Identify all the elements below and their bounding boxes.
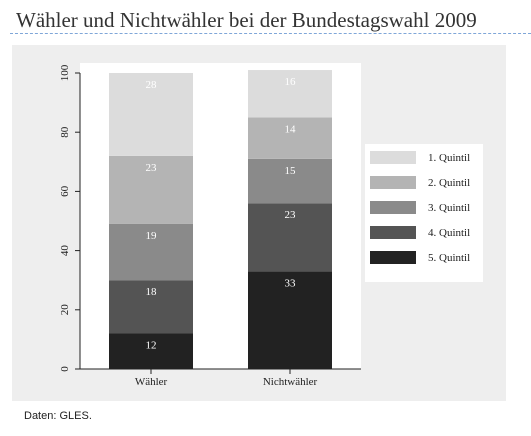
- legend-label: 1. Quintil: [428, 152, 470, 164]
- bar-value-label: 16: [285, 76, 297, 88]
- bar-segment: [248, 203, 332, 272]
- bar-value-label: 28: [146, 79, 158, 91]
- y-tick-label: 40: [59, 245, 71, 257]
- legend-swatch: [370, 251, 416, 264]
- y-tick-label: 60: [59, 185, 71, 197]
- bar-segment: [109, 73, 193, 156]
- bar-value-label: 23: [285, 209, 297, 221]
- bar-value-label: 23: [146, 162, 158, 174]
- bar-segment: [248, 117, 332, 159]
- bar-value-label: 12: [146, 339, 157, 351]
- bar-value-label: 15: [285, 165, 297, 177]
- source-note: Daten: GLES.: [24, 410, 92, 422]
- legend-label: 2. Quintil: [428, 177, 470, 189]
- y-axis-ticks: 0 20 40 60 80 100: [59, 64, 80, 372]
- bar-value-label: 14: [285, 123, 297, 135]
- bar-value-label: 19: [146, 230, 158, 242]
- legend-swatch: [370, 226, 416, 239]
- legend-swatch: [370, 201, 416, 214]
- bar-value-label: 18: [146, 286, 158, 298]
- bar-segment: [248, 271, 332, 369]
- legend-swatch: [370, 151, 416, 164]
- legend-label: 5. Quintil: [428, 252, 470, 264]
- y-tick-label: 0: [59, 366, 71, 372]
- bar-segment: [109, 333, 193, 369]
- bar-segment: [109, 280, 193, 334]
- legend-label: 4. Quintil: [428, 227, 470, 239]
- bar-segment: [248, 158, 332, 204]
- bar-value-label: 33: [285, 277, 297, 289]
- legend: 1. Quintil 2. Quintil 3. Quintil 4. Quintil…: [370, 151, 470, 264]
- bar-segments: 12 18 19 23 28 33 23 15 14 16: [109, 70, 332, 369]
- title-divider: [10, 33, 531, 34]
- legend-label: 3. Quintil: [428, 202, 470, 214]
- y-tick-label: 80: [59, 126, 71, 138]
- bar-segment: [109, 223, 193, 281]
- x-tick-label: Wähler: [135, 376, 168, 388]
- y-tick-label: 100: [59, 64, 71, 81]
- y-tick-label: 20: [59, 304, 71, 316]
- bar-segment: [109, 155, 193, 224]
- page-title: Wähler und Nichtwähler bei der Bundestag…: [16, 8, 477, 32]
- x-tick-label: Nichtwähler: [263, 376, 318, 388]
- x-axis-ticks: Wähler Nichtwähler: [135, 369, 318, 388]
- bar-segment: [248, 70, 332, 118]
- legend-swatch: [370, 176, 416, 189]
